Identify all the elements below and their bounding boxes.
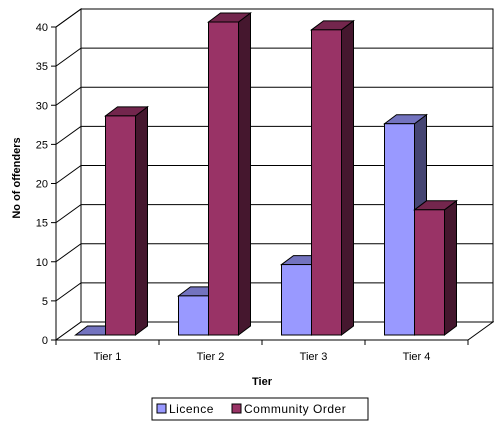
gridline [55,243,493,263]
bar-community-order-tier-4 [414,209,445,336]
bar-licence-tier-2 [178,295,209,336]
bar-community-order-tier-3-side [341,19,354,336]
x-axis-ticks: Tier 1 Tier 2 Tier 3 Tier 4 [55,340,469,363]
gridline [55,165,493,184]
bar-community-order-tier-2-side [238,12,251,336]
y-tick-label: 40 [36,22,48,34]
x-tick-label-tier-3: Tier 3 [300,351,328,363]
x-tick-label-tier-1: Tier 1 [94,351,122,363]
gridline [55,125,493,145]
y-tick-label: 10 [36,257,48,269]
y-tick-label: 15 [36,218,48,230]
legend-swatch-licence [156,403,167,414]
floor-plane [54,321,494,341]
gridline [55,47,493,67]
chart-floor [54,321,494,341]
legend-label-community-order: Community Order [244,402,346,416]
legend-box [151,397,369,421]
bar-licence-tier-4 [384,123,415,336]
bar-community-order-tier-4-side [444,199,457,336]
y-tick-label: 20 [36,179,48,191]
gridline [55,8,493,28]
y-tick-label: 30 [36,100,48,112]
gridline [55,204,493,224]
bar-licence-tier-3 [281,264,312,336]
bars [74,12,458,336]
gridline [55,86,493,106]
x-tick-label-tier-4: Tier 4 [403,351,431,363]
gridline [55,282,493,302]
legend-label-licence: Licence [169,402,214,416]
gridlines [55,8,493,302]
y-axis-ticks: 0 5 10 15 20 25 30 35 40 [36,22,57,347]
bar-community-order-tier-3 [311,29,342,336]
y-tick-label: 0 [42,335,48,347]
bar-community-order-tier-2 [208,21,239,336]
y-tick-label: 35 [36,61,48,73]
y-axis-title: No of offenders [11,137,23,218]
legend-swatch-community-order [231,403,242,414]
y-tick-label: 25 [36,139,48,151]
x-tick-label-tier-2: Tier 2 [197,351,225,363]
x-axis-title: Tier [252,376,273,388]
legend: Licence Community Order [151,397,369,421]
bar-community-order-tier-1-side [135,105,148,336]
y-tick-label: 5 [42,296,48,308]
bar-community-order-tier-1 [105,115,136,336]
